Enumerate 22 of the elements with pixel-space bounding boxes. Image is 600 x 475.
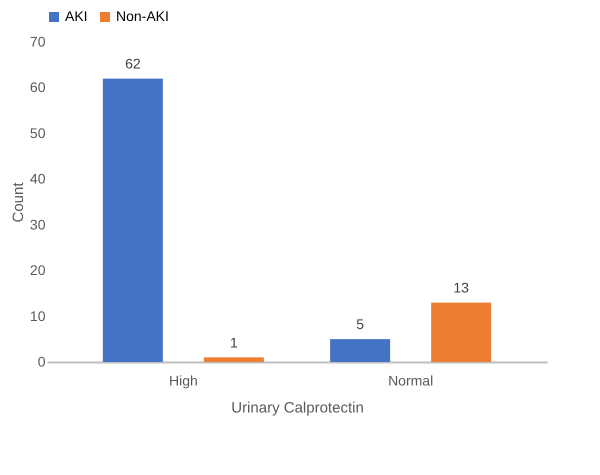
y-tick-label: 30 [30,216,46,232]
y-axis-title: Count [10,182,27,223]
legend-label: Non-AKI [116,8,169,24]
y-tick-label: 10 [30,308,46,324]
data-label: 1 [230,334,238,350]
x-axis-title: Urinary Calprotectin [231,400,364,416]
y-tick-label: 20 [30,262,46,278]
x-tick-label: High [168,372,198,388]
data-label: 62 [125,56,141,72]
y-tick-label: 50 [30,124,46,141]
data-label: 13 [453,280,470,296]
bar [102,78,163,362]
y-tick-label: 0 [38,354,46,370]
bar [330,339,390,362]
legend-label: AKI [65,8,88,24]
bar [431,302,492,362]
data-label: 5 [356,316,364,332]
y-tick-label: 60 [30,79,46,96]
y-tick-label: 40 [30,170,46,187]
bar [204,357,264,362]
x-tick-label: Normal [388,372,434,388]
y-tick-label: 70 [30,34,46,50]
